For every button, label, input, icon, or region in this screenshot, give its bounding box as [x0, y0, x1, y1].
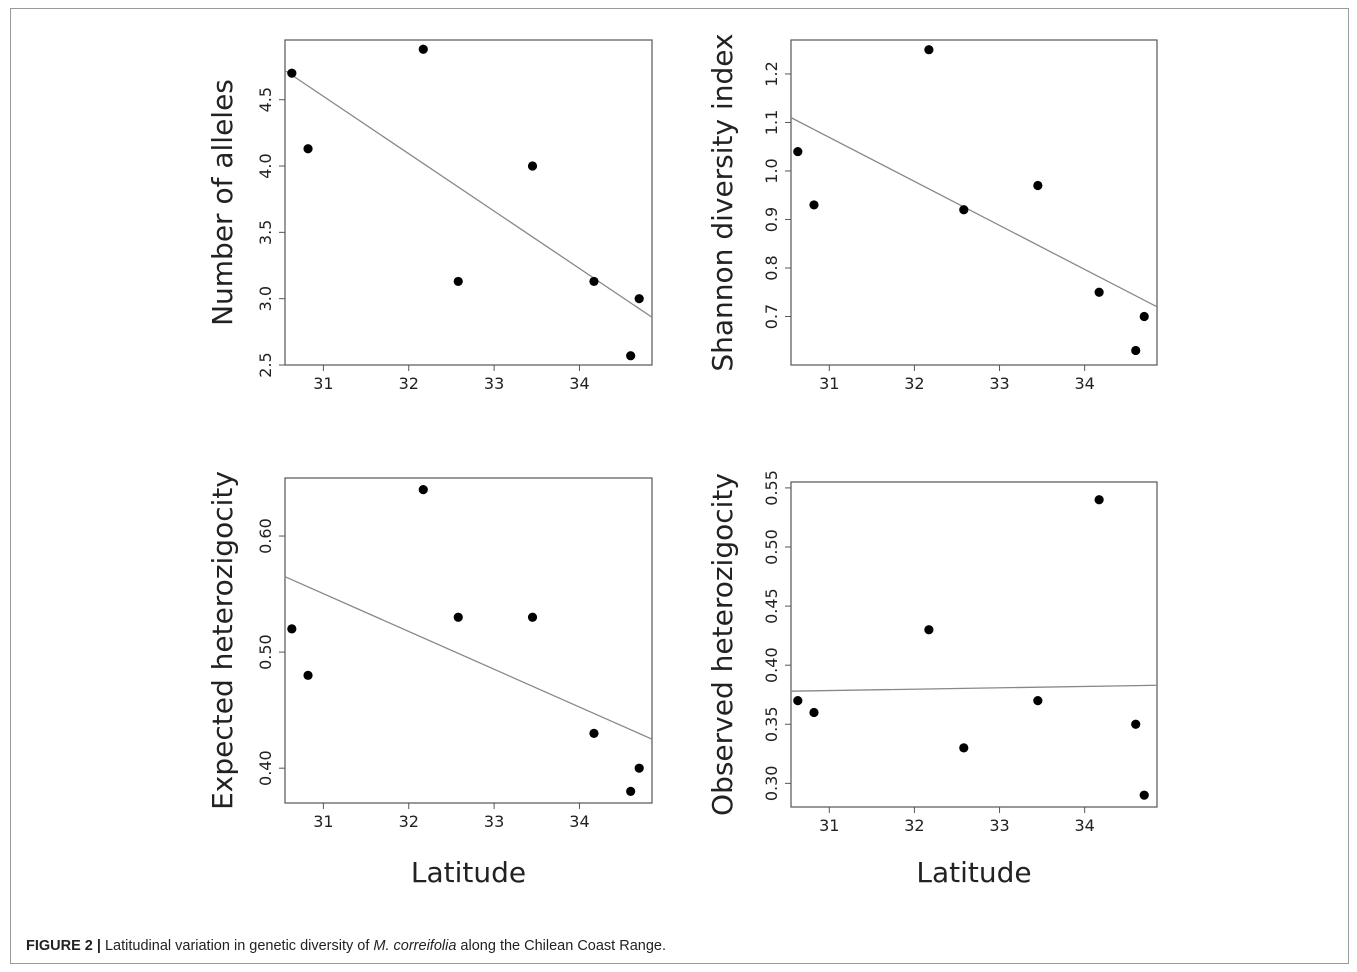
data-point: [634, 763, 644, 773]
x-tick-label: 32: [904, 816, 924, 835]
data-point: [959, 205, 969, 215]
figure-caption: FIGURE 2 | Latitudinal variation in gene…: [26, 938, 666, 954]
y-tick-label: 0.40: [256, 750, 275, 786]
plot-frame: [790, 481, 1158, 808]
x-axis-label: Latitude: [916, 856, 1031, 889]
trend-line: [790, 684, 1158, 692]
data-point: [418, 485, 428, 495]
x-tick-label: 33: [989, 374, 1009, 393]
caption-species: M. correifolia: [373, 938, 457, 954]
scatter-panel-3: 31 32 33 34 0.40 0.50 0.60 Expected heterozigoc…: [206, 471, 653, 889]
data-point: [1094, 495, 1104, 505]
y-tick-label: 1.2: [762, 61, 781, 86]
y-axis-label: Shannon diversity index: [706, 33, 739, 371]
plot-frame: [284, 477, 653, 804]
trend-line: [790, 117, 1158, 308]
x-tick-label: 32: [904, 374, 924, 393]
x-tick-label: 34: [569, 374, 589, 393]
y-axis-label: Number of alleles: [206, 79, 239, 326]
data-point: [589, 728, 599, 738]
y-tick-label: 0.35: [762, 706, 781, 742]
x-tick-label: 31: [819, 374, 839, 393]
data-point: [303, 670, 313, 680]
y-tick-label: 3.5: [256, 220, 275, 245]
x-tick-label: 33: [484, 812, 504, 831]
plot-frame: [284, 39, 653, 366]
trend-line: [284, 576, 653, 740]
x-tick-label: 34: [1074, 374, 1094, 393]
data-point: [809, 707, 819, 718]
plot-frame: [790, 39, 1158, 366]
data-point: [1033, 180, 1043, 191]
data-point: [924, 625, 934, 635]
y-tick-label: 1.0: [762, 158, 781, 183]
figure-frame: [10, 8, 1349, 964]
data-point: [793, 696, 803, 706]
y-axis-label: Expected heterozigocity: [206, 471, 239, 810]
y-tick-label: 0.50: [256, 634, 275, 670]
data-point: [287, 68, 297, 78]
figure-plots: 31 32 33 34 2.5 3.0 3.5 4.0 4.5 Number of alleles…: [206, 33, 1158, 889]
y-tick-label: 0.7: [762, 304, 781, 329]
data-point: [418, 44, 428, 54]
y-tick-label: 0.55: [762, 470, 781, 506]
y-tick-label: 3.0: [256, 286, 275, 311]
data-point: [527, 161, 538, 171]
x-tick-label: 32: [399, 374, 419, 393]
data-point: [809, 200, 819, 210]
data-point: [287, 624, 297, 634]
x-tick-label: 34: [1074, 816, 1094, 835]
y-tick-label: 2.5: [256, 352, 275, 377]
data-point: [1131, 345, 1141, 356]
x-tick-label: 31: [313, 374, 333, 393]
y-tick-label: 0.60: [256, 518, 275, 554]
data-point: [793, 146, 803, 157]
data-point: [589, 276, 599, 287]
data-point: [626, 786, 636, 796]
data-point: [1139, 790, 1149, 800]
x-tick-label: 33: [484, 374, 504, 393]
y-tick-label: 0.30: [762, 766, 781, 802]
x-tick-label: 32: [399, 812, 419, 831]
x-tick-label: 34: [569, 812, 589, 831]
data-point: [634, 294, 644, 304]
x-tick-label: 33: [989, 816, 1009, 835]
caption-text-after: along the Chilean Coast Range.: [456, 938, 666, 954]
trend-line: [284, 69, 653, 318]
scatter-panel-4: 31 32 33 34 0.30 0.35 0.40 0.45 0.50 0.55 Observed…: [706, 470, 1158, 889]
data-point: [959, 743, 969, 753]
data-point: [1139, 311, 1149, 322]
y-tick-label: 0.50: [762, 529, 781, 565]
data-point: [527, 612, 538, 622]
scatter-panel-1: 31 32 33 34 2.5 3.0 3.5 4.0 4.5 Number of alleles: [206, 39, 653, 393]
x-tick-label: 31: [313, 812, 333, 831]
y-tick-label: 1.1: [762, 110, 781, 135]
caption-text-before: Latitudinal variation in genetic diversi…: [100, 938, 374, 954]
y-tick-label: 0.8: [762, 255, 781, 280]
data-point: [303, 144, 313, 154]
y-tick-label: 0.9: [762, 207, 781, 232]
data-point: [1131, 719, 1141, 729]
data-point: [453, 276, 463, 287]
data-point: [1094, 287, 1104, 297]
x-tick-label: 31: [819, 816, 839, 835]
scatter-panel-2: 31 32 33 34 0.7 0.8 0.9 1.0 1.1 1.2 Shannon divers…: [706, 33, 1158, 393]
y-axis-label: Observed heterozigocity: [706, 473, 739, 816]
data-point: [1033, 696, 1043, 706]
data-point: [626, 351, 636, 361]
data-point: [453, 612, 463, 622]
data-point: [924, 45, 934, 55]
y-tick-label: 4.5: [256, 87, 275, 112]
y-tick-label: 0.40: [762, 647, 781, 683]
y-tick-label: 4.0: [256, 153, 275, 178]
figure-label: FIGURE 2 |: [26, 938, 101, 954]
x-axis-label: Latitude: [411, 856, 526, 889]
y-tick-label: 0.45: [762, 588, 781, 624]
